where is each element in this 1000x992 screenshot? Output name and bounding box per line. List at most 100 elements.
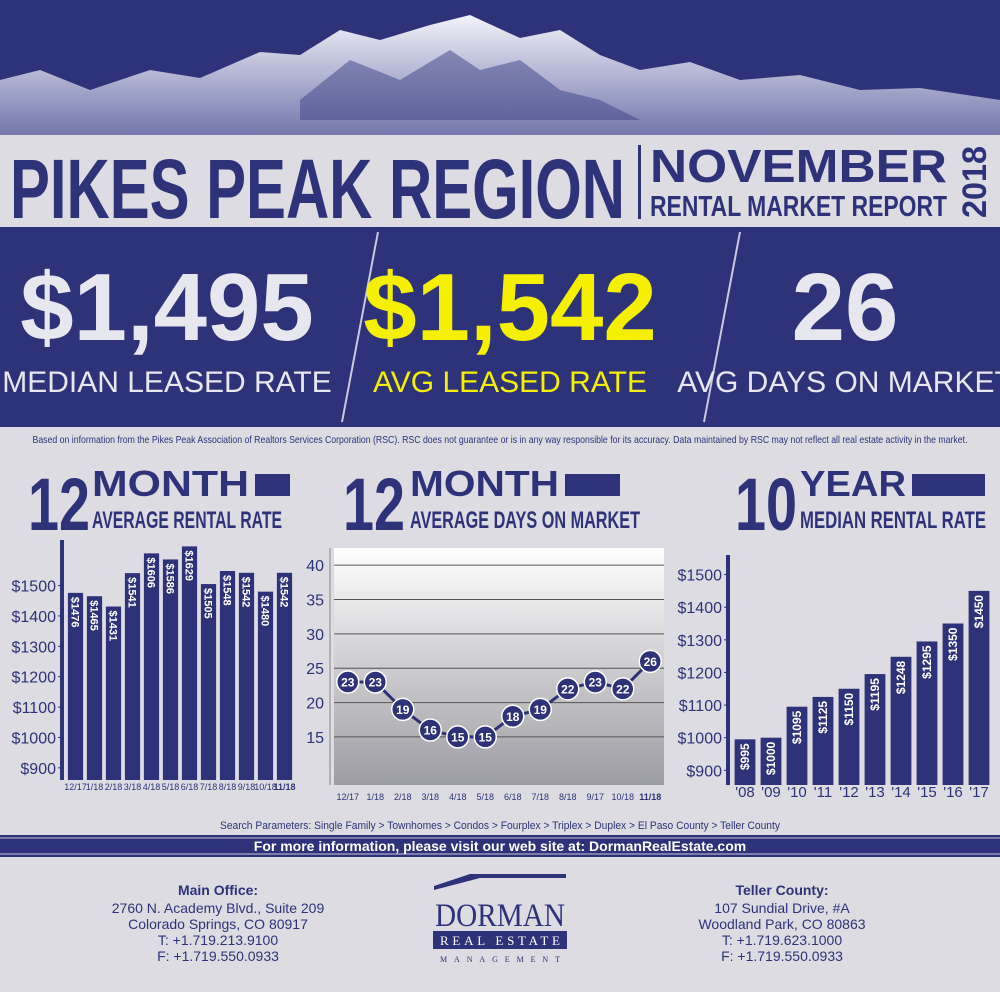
y-tick-label: 20: [306, 696, 324, 713]
office-line: T: +1.719.623.1000: [722, 932, 842, 948]
value-label: $1480: [259, 596, 271, 627]
x-tick-label: '11: [814, 784, 832, 801]
y-tick-label: 40: [306, 558, 324, 575]
y-tick-label: $1300: [12, 639, 57, 656]
value-label: 23: [341, 675, 355, 689]
x-tick-label: 12/17: [64, 782, 87, 792]
marker: [391, 697, 415, 722]
bar: [276, 572, 293, 780]
x-tick-label: '14: [891, 784, 911, 801]
x-tick-label: '13: [865, 784, 885, 801]
logo-name: DORMAN: [435, 898, 565, 934]
chart-subtitle: AVERAGE DAYS ON MARKET: [410, 507, 640, 534]
bar: [200, 584, 217, 780]
y-tick-label: $1400: [678, 600, 723, 617]
y-tick-label: $1100: [679, 698, 722, 715]
y-tick-label: $1500: [678, 568, 723, 585]
value-label: 19: [396, 703, 410, 717]
x-tick-label: '16: [943, 784, 963, 801]
y-tick-label: 25: [306, 661, 324, 678]
office-line: F: +1.719.550.0933: [157, 948, 279, 964]
office-line: Colorado Springs, CO 80917: [128, 916, 308, 932]
stat-label: MEDIAN LEASED RATE: [2, 366, 332, 399]
bar: [812, 696, 834, 785]
logo-roof: [434, 874, 566, 890]
plot-background: [334, 548, 664, 785]
bar: [942, 623, 964, 785]
x-tick-label: '15: [917, 784, 937, 801]
value-label: $1548: [221, 575, 233, 606]
marker: [611, 677, 635, 701]
marker: [583, 670, 607, 694]
x-tick-label: 9/17: [586, 792, 604, 802]
value-label: $1505: [202, 588, 214, 619]
value-label: 15: [451, 730, 465, 744]
title-divider: [638, 145, 641, 219]
marker: [528, 697, 552, 722]
x-tick-label: 6/18: [504, 792, 522, 802]
bar: [786, 706, 808, 785]
stats: $1,495 MEDIAN LEASED RATE $1,542 AVG LEASED…: [2, 254, 1000, 399]
logo-bar: [433, 931, 567, 949]
stats-divider: [703, 231, 741, 423]
value-label: 22: [561, 682, 575, 696]
bar: [890, 656, 912, 785]
y-tick-label: $1000: [678, 731, 723, 748]
office-line: F: +1.719.550.0933: [721, 948, 843, 964]
value-label: 18: [506, 710, 520, 724]
x-tick-label: 8/18: [559, 792, 577, 802]
office-line: 107 Sundial Drive, #A: [714, 900, 850, 916]
office-line: T: +1.719.213.9100: [158, 932, 278, 948]
x-tick-label: 10/18: [611, 792, 634, 802]
value-label: $995: [738, 743, 752, 770]
marker: [363, 670, 387, 694]
search-parameters: Search Parameters: Single Family > Townh…: [220, 820, 780, 832]
x-tick-label: 3/18: [421, 792, 439, 802]
x-tick-label: 11/18: [273, 782, 295, 792]
logo-line2: MANAGEMENT: [440, 955, 560, 964]
main-title: PIKES PEAK REGION: [10, 142, 625, 236]
value-label: $1195: [868, 678, 882, 711]
stat-label: AVG LEASED RATE: [373, 366, 647, 399]
y-tick-label: 35: [306, 593, 324, 610]
office-line: 2760 N. Academy Blvd., Suite 209: [112, 900, 325, 916]
x-tick-label: 7/18: [531, 792, 549, 802]
value-label: $1606: [145, 557, 157, 588]
value-label: $1542: [278, 577, 290, 608]
y-tick-label: 30: [306, 627, 324, 644]
x-tick-label: 2/18: [105, 782, 123, 792]
x-tick-label: 3/18: [124, 782, 142, 792]
office-heading: Teller County:: [735, 882, 828, 898]
value-label: $1542: [240, 577, 252, 608]
chart-title-unit: MONTH: [92, 463, 249, 504]
marker: [501, 704, 525, 729]
chart-title: 12: [28, 463, 90, 546]
stats-divider: [341, 231, 379, 423]
x-tick-label: '08: [735, 784, 755, 801]
x-tick-label: 8/18: [219, 782, 237, 792]
value-label: 16: [424, 724, 438, 738]
value-label: $1150: [842, 692, 856, 725]
bar: [838, 688, 860, 785]
stats-band: [0, 227, 1000, 427]
x-tick-label: '09: [761, 784, 781, 801]
y-tick-label: $1000: [12, 730, 57, 747]
value-label: $1248: [894, 660, 908, 694]
y-tick-label: $900: [686, 763, 722, 780]
y-tick-label: $1300: [678, 633, 723, 650]
bar: [257, 591, 274, 780]
y-tick-label: 15: [306, 730, 324, 747]
value-label: 19: [534, 703, 548, 717]
x-tick-label: 9/18: [238, 782, 256, 792]
bar: [105, 606, 122, 780]
stat-value: 26: [792, 254, 899, 361]
value-label: 22: [616, 682, 630, 696]
stat-label: AVG DAYS ON MARKET: [677, 366, 1000, 399]
chart-title: 12: [343, 463, 405, 546]
x-tick-label: '10: [787, 784, 807, 801]
bar: [968, 590, 990, 785]
y-tick-label: $1400: [12, 609, 57, 626]
bar: [238, 572, 255, 780]
